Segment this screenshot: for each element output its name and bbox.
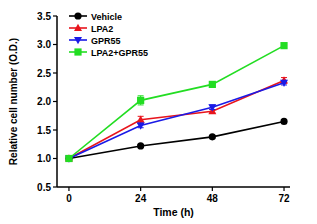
legend-label: Vehicle xyxy=(91,12,122,22)
x-tick-label: 24 xyxy=(135,193,147,204)
y-axis-label: Relative cell number (O.D.) xyxy=(8,38,19,165)
y-tick xyxy=(53,101,57,102)
legend-marker xyxy=(74,12,81,19)
data-point xyxy=(65,155,72,162)
x-tick xyxy=(212,187,213,191)
y-tick xyxy=(53,44,57,45)
data-point xyxy=(280,80,288,87)
legend-label: LPA2+GPR55 xyxy=(91,48,148,58)
x-tick-label: 48 xyxy=(207,193,219,204)
x-tick xyxy=(68,187,69,191)
legend-marker xyxy=(74,48,81,55)
x-tick xyxy=(140,187,141,191)
data-point xyxy=(137,116,145,123)
data-point xyxy=(137,122,145,129)
series-line xyxy=(69,121,284,158)
data-point xyxy=(65,154,73,161)
data-point xyxy=(65,156,73,163)
y-tick xyxy=(53,158,57,159)
y-tick-label: 3.5 xyxy=(37,11,51,22)
x-axis xyxy=(57,186,290,188)
data-point xyxy=(208,104,216,111)
legend-marker xyxy=(74,24,82,31)
y-tick-label: 1.0 xyxy=(37,153,51,164)
y-tick xyxy=(53,72,57,73)
series-line xyxy=(69,46,284,159)
y-tick xyxy=(53,186,57,187)
y-tick xyxy=(53,129,57,130)
legend-label: GPR55 xyxy=(91,36,121,46)
y-tick-label: 2.5 xyxy=(37,68,51,79)
data-point xyxy=(137,142,144,149)
data-point xyxy=(137,97,144,104)
chart: 0.5 1.0 1.5 2.0 2.5 3.0 3.5 0 24 48 72 Time (h) Rela… xyxy=(0,0,317,224)
legend-marker xyxy=(74,37,82,44)
x-tick xyxy=(283,187,284,191)
data-point xyxy=(65,155,72,162)
x-tick-label: 0 xyxy=(66,193,72,204)
y-tick-label: 3.0 xyxy=(37,39,51,50)
data-point xyxy=(280,118,287,125)
y-tick-label: 0.5 xyxy=(37,182,51,193)
data-point xyxy=(209,133,216,140)
legend: Vehicle LPA2 GPR55 LPA2+GPR55 xyxy=(69,12,148,58)
y-tick-label: 2.0 xyxy=(37,96,51,107)
data-point xyxy=(209,81,216,88)
data-point xyxy=(280,42,287,49)
x-tick-label: 72 xyxy=(278,193,290,204)
x-axis-label: Time (h) xyxy=(153,206,194,218)
error-bar xyxy=(138,116,144,123)
y-tick-label: 1.5 xyxy=(37,125,51,136)
y-tick xyxy=(53,15,57,16)
legend-label: LPA2 xyxy=(91,24,113,34)
error-bar xyxy=(138,96,144,105)
plot-area xyxy=(65,42,288,163)
series-line xyxy=(69,83,284,159)
